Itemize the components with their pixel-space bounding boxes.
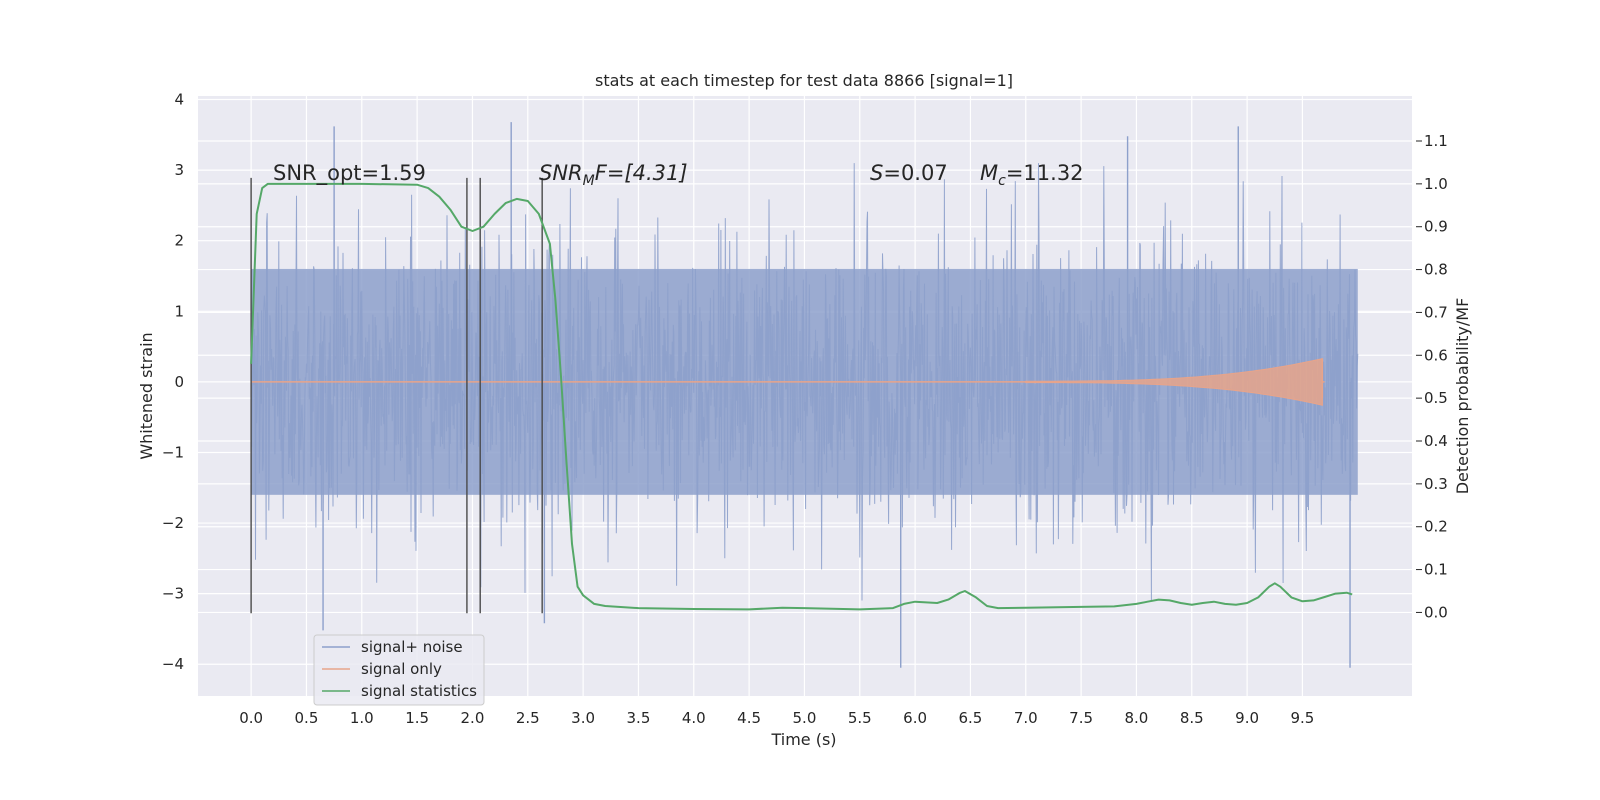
y-right-axis-label: Detection probability/MF <box>1453 298 1472 495</box>
x-tick-label: 7.5 <box>1069 709 1093 727</box>
x-tick-label: 7.0 <box>1014 709 1038 727</box>
annotation-mc: Mc=11.32 <box>980 161 1084 189</box>
annotation-snr-mf: SNRMF=[4.31] <box>539 161 688 189</box>
x-tick-label: 5.5 <box>848 709 872 727</box>
y-right-tick-label: 0.5 <box>1424 389 1448 407</box>
x-tick-label: 1.0 <box>350 709 374 727</box>
legend: signal+ noise signal only signal statist… <box>313 634 485 706</box>
x-tick-label: 3.0 <box>571 709 595 727</box>
legend-label-signal-noise: signal+ noise <box>361 638 463 656</box>
annotation-snr-opt: SNR_opt=1.59 <box>273 161 426 186</box>
x-tick-label: 4.5 <box>737 709 761 727</box>
x-tick-label: 1.5 <box>405 709 429 727</box>
signal-statistics-line <box>250 182 1353 611</box>
vertical-markers <box>250 177 543 614</box>
y-right-tick-label: 0.9 <box>1424 218 1448 236</box>
x-tick-label: 2.0 <box>461 709 485 727</box>
y-right-axis-ticks: 0.0 0.1 0.2 0.3 0.4 0.5 0.6 0.7 0.8 0.9 1.0 1.1 <box>1416 132 1448 621</box>
signal-noise-line <box>250 163 1359 601</box>
x-tick-label: 8.0 <box>1125 709 1149 727</box>
y-tick-label: 3 <box>174 161 184 179</box>
y-tick-label: 2 <box>174 232 184 250</box>
x-tick-label: 3.5 <box>627 709 651 727</box>
x-tick-label: 5.0 <box>793 709 817 727</box>
y-tick-label: −2 <box>162 514 184 532</box>
y-tick-label: 1 <box>174 302 184 320</box>
y-right-tick-label: 0.1 <box>1424 561 1448 579</box>
legend-label-signal-only: signal only <box>361 660 442 678</box>
legend-box <box>313 634 485 706</box>
y-tick-label: −1 <box>162 443 184 461</box>
x-tick-label: 0.5 <box>295 709 319 727</box>
y-tick-label: −3 <box>162 585 184 603</box>
signal-only-series <box>251 357 1325 406</box>
annotation-s: S=0.07 <box>870 161 948 185</box>
y-right-tick-label: 0.8 <box>1424 261 1448 279</box>
x-axis-ticks: 0.0 0.5 1.0 1.5 2.0 2.5 3.0 3.5 4.0 4.5 5.0 5.5 6.0 6… <box>239 709 1314 727</box>
x-tick-label: 6.0 <box>903 709 927 727</box>
x-tick-label: 6.5 <box>959 709 983 727</box>
y-right-tick-label: 0.4 <box>1424 432 1448 450</box>
signal-statistics-series <box>250 182 1353 611</box>
y-right-tick-label: 0.0 <box>1424 603 1448 621</box>
x-tick-label: 8.5 <box>1180 709 1204 727</box>
chart-title: stats at each timestep for test data 886… <box>595 71 1013 90</box>
y-tick-label: 4 <box>174 91 184 109</box>
x-tick-label: 2.5 <box>516 709 540 727</box>
legend-label-signal-statistics: signal statistics <box>361 682 477 700</box>
x-tick-label: 4.0 <box>682 709 706 727</box>
x-axis-label: Time (s) <box>770 730 836 749</box>
y-tick-label: 0 <box>174 373 184 391</box>
x-tick-label: 0.0 <box>239 709 263 727</box>
x-tick-label: 9.5 <box>1291 709 1315 727</box>
y-axis-ticks: 4 3 2 1 0 −1 −2 −3 −4 <box>162 91 184 674</box>
y-right-tick-label: 1.1 <box>1424 132 1448 150</box>
y-right-tick-label: 0.6 <box>1424 346 1448 364</box>
y-right-tick-label: 0.3 <box>1424 475 1448 493</box>
y-right-tick-label: 1.0 <box>1424 175 1448 193</box>
y-tick-label: −4 <box>162 655 184 673</box>
y-right-tick-label: 0.7 <box>1424 303 1448 321</box>
y-axis-label: Whitened strain <box>137 332 156 459</box>
signal-only-chirp <box>1025 357 1323 406</box>
y-right-tick-label: 0.2 <box>1424 518 1448 536</box>
x-tick-label: 9.0 <box>1235 709 1259 727</box>
